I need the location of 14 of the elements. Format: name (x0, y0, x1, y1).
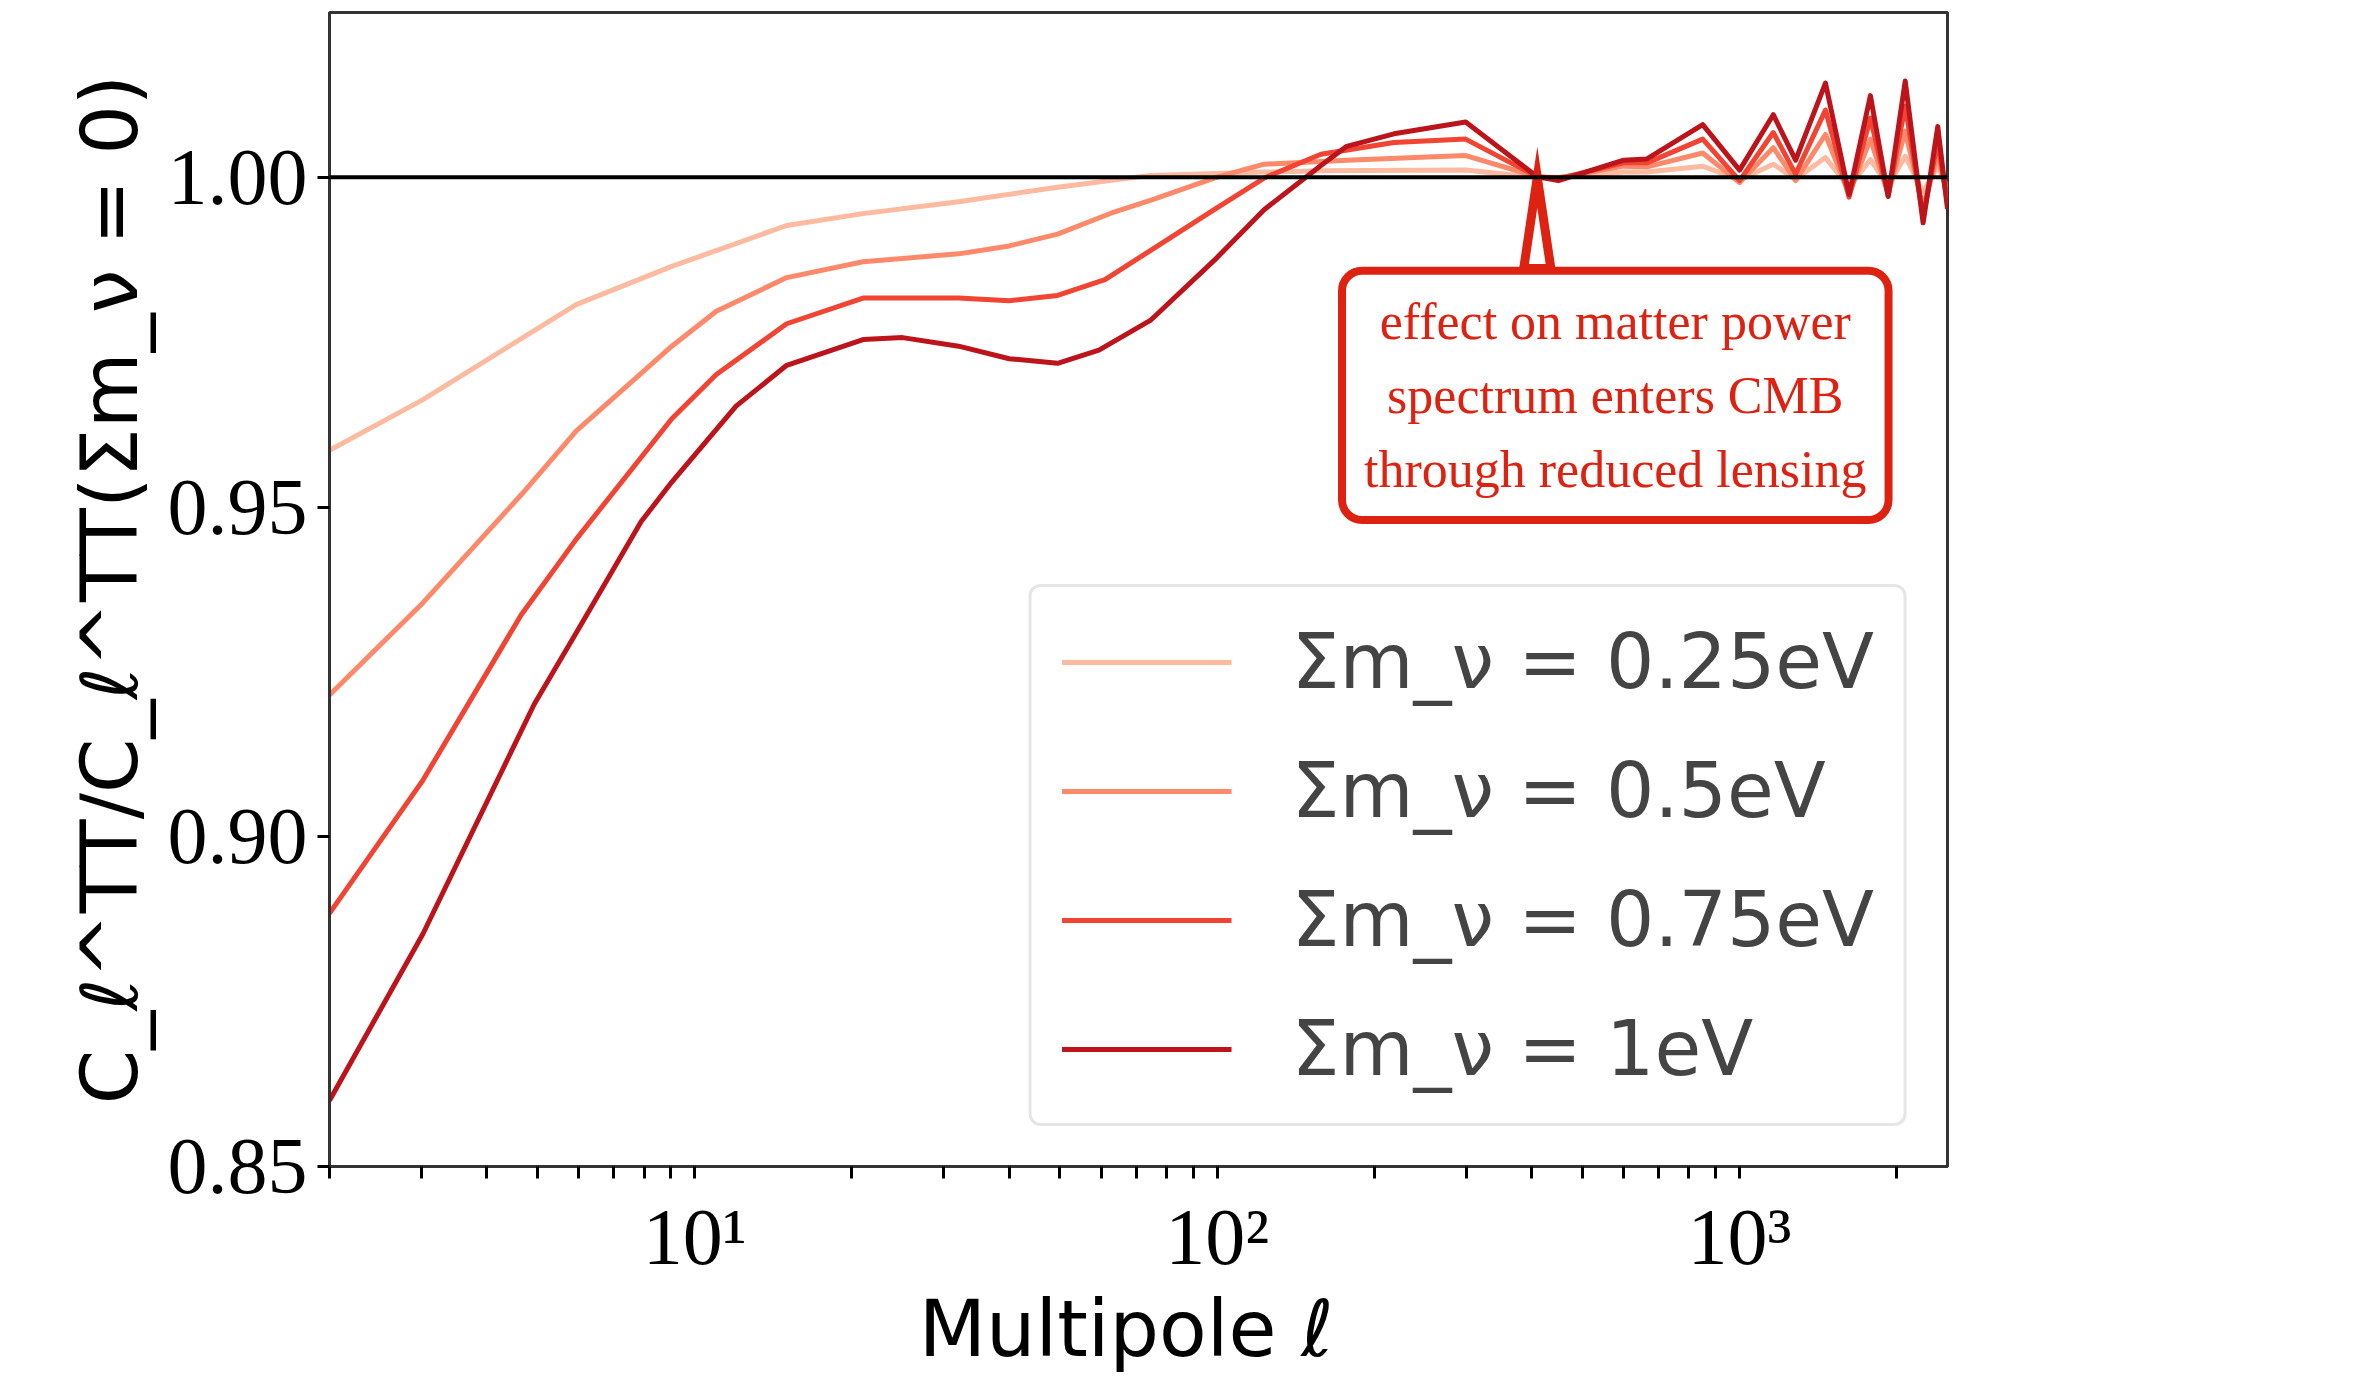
y-tick-label: 0.85 (167, 1122, 308, 1210)
y-axis-title: C_ℓ^TT/C_ℓ^TT(Σm_ν = 0) (64, 74, 156, 1105)
x-axis-title: Multipole ℓ (918, 1283, 1334, 1374)
annotation: effect on matter power spectrum enters CMB through reduced lensing (1364, 292, 1867, 498)
legend-label: Σm_ν = 0.25eV (1291, 617, 1874, 706)
y-tick-label: 0.95 (167, 462, 308, 551)
x-tick-label: 10¹ (642, 1192, 747, 1281)
x-tick-label: 10³ (1687, 1192, 1792, 1281)
y-tick-label: 1.00 (167, 132, 308, 221)
legend-label: Σm_ν = 0.75eV (1291, 875, 1874, 964)
y-tick-label: 0.90 (167, 792, 308, 881)
legend-label: Σm_ν = 1eV (1291, 1004, 1754, 1093)
x-tick-label: 10² (1165, 1192, 1270, 1281)
legend-label: Σm_ν = 0.5eV (1291, 746, 1826, 835)
